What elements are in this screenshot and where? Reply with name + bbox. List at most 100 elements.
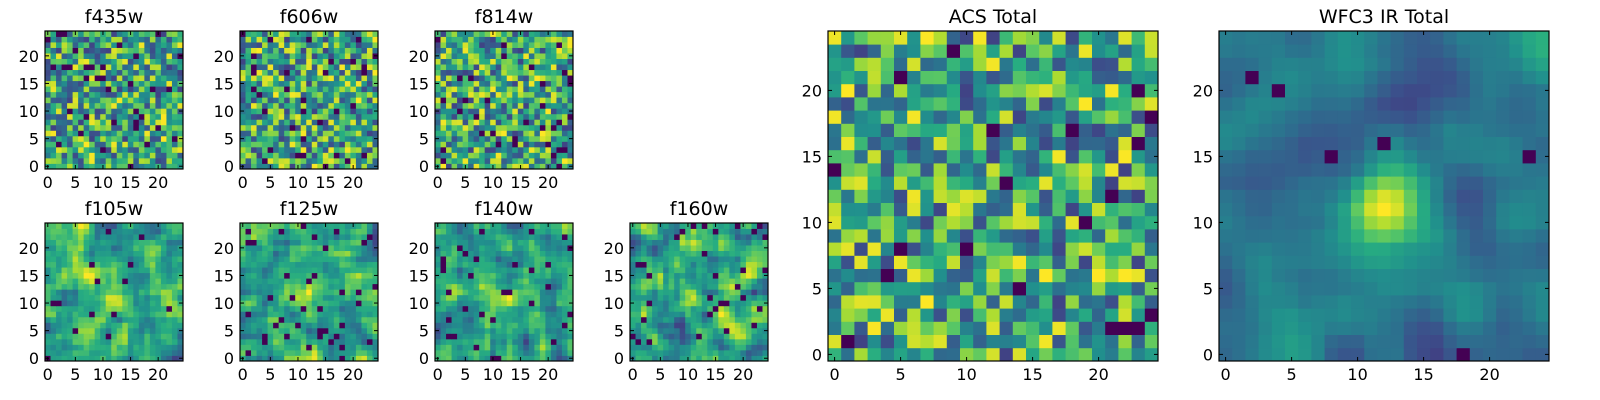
- heatmap-cell: [435, 278, 441, 285]
- heatmap-cell: [273, 119, 280, 126]
- heatmap-cell: [160, 234, 167, 240]
- heatmap-cell: [523, 130, 530, 137]
- heatmap-cell: [479, 36, 486, 43]
- heatmap-cell: [361, 119, 368, 126]
- heatmap-cell: [751, 294, 758, 301]
- heatmap-cell: [366, 102, 373, 109]
- heatmap-cell: [435, 311, 441, 318]
- heatmap-cell: [317, 102, 324, 109]
- heatmap-cell: [973, 321, 987, 335]
- heatmap-cell: [267, 278, 274, 285]
- heatmap-cell: [701, 349, 708, 356]
- heatmap-cell: [94, 157, 101, 164]
- heatmap-cell: [723, 327, 730, 334]
- heatmap-cell: [920, 215, 934, 230]
- heatmap-cell: [72, 108, 79, 115]
- heatmap-cell: [440, 228, 447, 235]
- heatmap-cell: [685, 283, 692, 290]
- heatmap-cell: [451, 322, 458, 329]
- heatmap-cell: [501, 80, 508, 87]
- heatmap-cell: [1105, 334, 1119, 349]
- heatmap-cell: [506, 135, 513, 142]
- heatmap-cell: [490, 344, 497, 351]
- heatmap-cell: [528, 152, 535, 159]
- heatmap-cell: [100, 316, 107, 323]
- heatmap-cell: [251, 47, 257, 54]
- heatmap-cell: [339, 69, 346, 76]
- heatmap-cell: [105, 245, 112, 251]
- heatmap-cell: [350, 300, 357, 307]
- x-tick-label: 20: [148, 365, 168, 384]
- heatmap-cell: [78, 355, 85, 362]
- heatmap-cell: [729, 261, 736, 268]
- heatmap-cell: [973, 281, 987, 296]
- heatmap-cell: [111, 278, 118, 285]
- heatmap-cell: [306, 239, 313, 246]
- heatmap-cell: [440, 300, 447, 307]
- heatmap-cell: [240, 349, 246, 356]
- heatmap-cell: [501, 58, 508, 65]
- heatmap-cell: [674, 272, 681, 279]
- heatmap-cell: [451, 75, 458, 82]
- heatmap-cell: [745, 223, 752, 229]
- heatmap-cell: [366, 294, 373, 301]
- heatmap-cell: [512, 333, 519, 340]
- heatmap-cell: [523, 316, 530, 323]
- heatmap-cell: [517, 283, 524, 290]
- heatmap-cell: [451, 278, 458, 285]
- heatmap-cell: [366, 135, 373, 142]
- heatmap-cell: [729, 234, 736, 240]
- x-tick-label: 10: [288, 173, 308, 192]
- heatmap-cell: [328, 289, 335, 296]
- heatmap-cell: [473, 316, 480, 323]
- heatmap-cell: [446, 102, 452, 109]
- heatmap-cell: [133, 102, 140, 109]
- heatmap-cell: [528, 256, 535, 263]
- heatmap-cell: [556, 91, 563, 98]
- heatmap-cell: [457, 250, 463, 257]
- heatmap-cell: [641, 283, 647, 290]
- heatmap-cell: [545, 86, 552, 93]
- heatmap-cell: [166, 163, 173, 170]
- heatmap-cell: [171, 355, 178, 362]
- heatmap-cell: [72, 327, 79, 334]
- heatmap-cell: [920, 334, 934, 349]
- heatmap-cell: [745, 355, 752, 362]
- heatmap-cell: [350, 75, 357, 82]
- heatmap-cell: [45, 91, 51, 98]
- heatmap-cell: [355, 75, 362, 82]
- heatmap-cell: [322, 119, 329, 126]
- panel-title: f435w: [85, 6, 144, 28]
- heatmap-cell: [300, 294, 307, 301]
- heatmap-cell: [372, 47, 379, 54]
- heatmap-cell: [907, 202, 921, 217]
- heatmap-cell: [105, 300, 112, 307]
- heatmap-cell: [707, 283, 714, 290]
- heatmap-cell: [440, 327, 447, 334]
- heatmap-cell: [333, 113, 340, 120]
- heatmap-cell: [278, 223, 285, 229]
- heatmap-cell: [1118, 163, 1132, 177]
- heatmap-cell: [251, 327, 257, 334]
- heatmap-cell: [166, 300, 173, 307]
- x-tick-label: 20: [733, 365, 753, 384]
- heatmap-cell: [256, 316, 263, 323]
- heatmap-cell: [528, 31, 535, 37]
- heatmap-cell: [457, 58, 463, 65]
- heatmap-cell: [262, 316, 268, 323]
- heatmap-cell: [646, 223, 653, 229]
- heatmap-cell: [495, 53, 502, 59]
- heatmap-cell: [946, 176, 961, 190]
- heatmap-cell: [1065, 176, 1080, 190]
- heatmap-cell: [517, 278, 524, 285]
- heatmap-cell: [646, 283, 653, 290]
- heatmap-cell: [880, 189, 895, 203]
- heatmap-cell: [734, 234, 741, 240]
- heatmap-cell: [94, 102, 101, 109]
- heatmap-cell: [828, 176, 842, 190]
- heatmap-cell: [284, 349, 291, 356]
- heatmap-cell: [83, 141, 90, 148]
- heatmap-cell: [372, 86, 379, 93]
- heatmap-cell: [484, 355, 491, 362]
- heatmap-cell: [284, 234, 291, 240]
